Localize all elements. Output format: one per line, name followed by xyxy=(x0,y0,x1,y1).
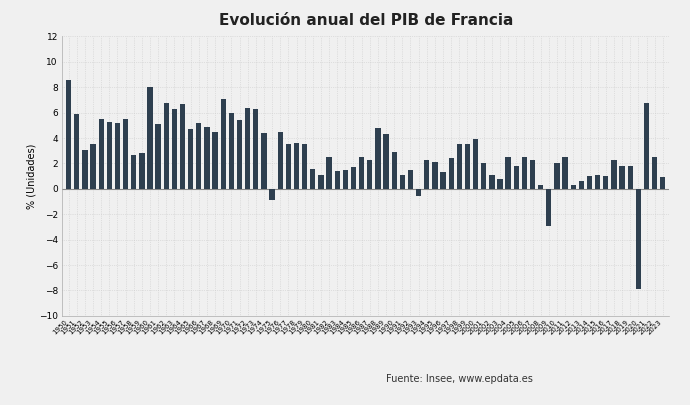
Bar xyxy=(66,80,71,189)
Bar xyxy=(408,170,413,189)
Bar xyxy=(155,124,161,189)
Bar xyxy=(229,113,234,189)
Bar xyxy=(318,175,324,189)
Bar xyxy=(448,158,454,189)
Bar xyxy=(335,171,340,189)
Bar xyxy=(172,109,177,189)
Bar xyxy=(180,104,185,189)
Bar xyxy=(277,132,283,189)
Bar xyxy=(384,134,388,189)
Bar xyxy=(473,139,478,189)
Bar xyxy=(554,164,560,189)
Bar xyxy=(424,160,429,189)
Bar xyxy=(90,145,96,189)
Bar xyxy=(522,157,527,189)
Bar xyxy=(302,145,307,189)
Bar xyxy=(270,189,275,200)
Bar xyxy=(562,157,568,189)
Bar xyxy=(213,132,218,189)
Bar xyxy=(538,185,543,189)
Bar xyxy=(579,181,584,189)
Bar xyxy=(326,157,332,189)
Bar xyxy=(343,170,348,189)
Bar xyxy=(660,177,665,189)
Bar xyxy=(603,176,609,189)
Bar xyxy=(635,189,641,289)
Y-axis label: % (Unidades): % (Unidades) xyxy=(26,143,36,209)
Bar xyxy=(513,166,519,189)
Bar xyxy=(148,87,152,189)
Bar xyxy=(245,108,250,189)
Bar xyxy=(375,128,381,189)
Bar xyxy=(359,157,364,189)
Bar xyxy=(620,166,624,189)
Bar xyxy=(432,162,437,189)
Bar xyxy=(440,173,446,189)
Bar xyxy=(204,127,210,189)
Bar xyxy=(595,175,600,189)
Bar xyxy=(465,145,470,189)
Bar xyxy=(310,168,315,189)
Bar xyxy=(416,189,422,196)
Bar xyxy=(400,175,405,189)
Bar xyxy=(237,120,242,189)
Bar xyxy=(196,123,201,189)
Bar xyxy=(506,157,511,189)
Bar xyxy=(99,119,103,189)
Bar xyxy=(74,114,79,189)
Bar xyxy=(367,160,373,189)
Bar xyxy=(530,160,535,189)
Bar xyxy=(107,122,112,189)
Bar xyxy=(497,179,502,189)
Bar xyxy=(115,123,120,189)
Bar xyxy=(188,129,193,189)
Bar xyxy=(571,185,576,189)
Title: Evolución anual del PIB de Francia: Evolución anual del PIB de Francia xyxy=(219,13,513,28)
Bar xyxy=(611,160,617,189)
Bar xyxy=(644,102,649,189)
Bar xyxy=(481,164,486,189)
Bar xyxy=(587,176,592,189)
Bar xyxy=(628,166,633,189)
Bar xyxy=(489,175,495,189)
Text: Fuente: Insee, www.epdata.es: Fuente: Insee, www.epdata.es xyxy=(386,374,533,384)
Bar xyxy=(351,167,356,189)
Bar xyxy=(546,189,551,226)
Bar xyxy=(286,145,291,189)
Bar xyxy=(131,155,137,189)
Bar xyxy=(123,119,128,189)
Bar xyxy=(221,99,226,189)
Bar xyxy=(139,153,144,189)
Bar xyxy=(262,133,266,189)
Bar xyxy=(82,149,88,189)
Bar xyxy=(164,102,169,189)
Bar xyxy=(253,109,259,189)
Bar xyxy=(391,152,397,189)
Bar xyxy=(294,143,299,189)
Bar xyxy=(652,157,658,189)
Bar xyxy=(457,145,462,189)
